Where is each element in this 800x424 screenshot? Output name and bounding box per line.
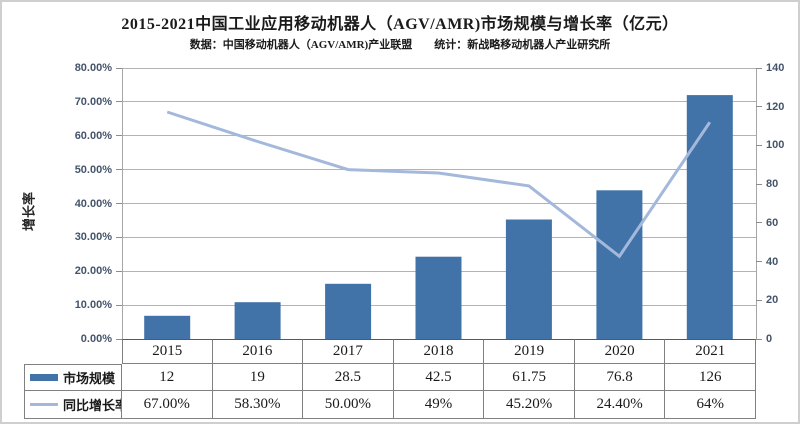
right-tick-mark [756, 338, 762, 340]
left-tick-mark [116, 169, 122, 171]
market-size-value-2019: 61.75 [484, 364, 575, 391]
right-tick-label: 80 [766, 178, 779, 191]
gridline [123, 67, 756, 69]
right-tick-label: 100 [766, 139, 785, 152]
left-tick-label: 80.00% [74, 62, 112, 74]
market-size-value-2021: 126 [665, 364, 756, 391]
left-tick-mark [116, 135, 122, 137]
right-tick-mark [756, 106, 762, 108]
growth-rate-value-2019: 45.20% [484, 391, 575, 419]
left-tick-label: 10.00% [74, 299, 112, 312]
left-tick-label: 50.00% [74, 163, 112, 176]
bar-2018 [415, 256, 462, 339]
right-tick-mark [756, 67, 762, 69]
left-axis-title: 增长率 [21, 192, 37, 232]
market-size-swatch-icon [30, 374, 58, 381]
legend-label-market-size: 市场规模 [63, 371, 116, 386]
year-label-2020: 2020 [574, 339, 666, 364]
gridline [123, 203, 756, 204]
market-size-value-2016: 19 [212, 364, 304, 391]
right-tick-mark [756, 144, 762, 146]
left-tick-mark [116, 338, 122, 340]
right-tick-label: 120 [766, 100, 785, 113]
right-tick-mark [756, 261, 762, 263]
gridline [123, 135, 756, 137]
right-tick-label: 20 [766, 294, 779, 307]
left-tick-label: 0.00% [80, 333, 112, 345]
legend-item-market-size: 市场规模 [24, 364, 122, 391]
left-tick-label: 70.00% [74, 95, 112, 108]
left-tick-label: 40.00% [74, 197, 112, 210]
year-label-2016: 2016 [212, 339, 304, 364]
growth-rate-value-2018: 49% [393, 391, 485, 419]
left-tick-label: 20.00% [74, 265, 112, 278]
growth-rate-line [166, 110, 712, 259]
chart-title: 2015-2021中国工业应用移动机器人（AGV/AMR)市场规模与增长率（亿元… [121, 16, 679, 33]
growth-rate-value-2016: 58.30% [212, 391, 304, 419]
left-tick-mark [116, 304, 122, 306]
right-tick-label: 40 [766, 255, 779, 268]
year-label-2018: 2018 [393, 339, 485, 364]
legend-label-growth-rate: 同比增长率 [63, 398, 122, 413]
left-tick-mark [116, 270, 122, 272]
bar-2019 [505, 219, 552, 339]
market-size-value-2018: 42.5 [393, 364, 485, 391]
year-label-2019: 2019 [484, 339, 575, 364]
growth-rate-value-2017: 50.00% [303, 391, 394, 419]
left-tick-mark [116, 203, 122, 204]
growth-rate-value-2020: 24.40% [574, 391, 666, 419]
market-size-value-2017: 28.5 [303, 364, 394, 391]
right-tick-mark [756, 183, 762, 185]
year-label-2015: 2015 [122, 339, 213, 364]
right-tick-label: 60 [766, 216, 779, 229]
series-layer [144, 95, 733, 339]
left-tick-mark [116, 236, 122, 238]
gridline [123, 236, 756, 238]
right-tick-label: 0 [766, 333, 773, 345]
growth-rate-value-2015: 67.00% [122, 391, 213, 419]
table-corner-blank [24, 339, 122, 364]
chart-subtitle: 数据：中国移动机器人（AGV/AMR)产业联盟 统计：新战略移动机器人产业研究所 [189, 39, 611, 51]
left-tick-mark [116, 101, 122, 103]
growth-rate-value-2021: 64% [665, 391, 756, 419]
growth-rate-swatch-icon [30, 403, 58, 406]
bar-2020 [596, 190, 643, 339]
year-label-2017: 2017 [303, 339, 394, 364]
left-tick-label: 30.00% [74, 231, 112, 244]
data-table: 2015 2016 2017 2018 2019 2020 2021 市场规模 12 19 28.5… [24, 339, 756, 419]
market-size-value-2020: 76.8 [574, 364, 666, 391]
bar-2021 [686, 95, 733, 339]
market-size-value-2015: 12 [122, 364, 213, 391]
left-tick-label: 60.00% [74, 129, 112, 142]
bar-2016 [234, 302, 281, 339]
legend-item-growth-rate: 同比增长率 [24, 391, 122, 419]
right-tick-mark [756, 222, 762, 224]
left-tick-mark [116, 67, 122, 69]
right-tick-mark [756, 299, 762, 301]
bar-2015 [144, 315, 191, 339]
year-label-2021: 2021 [665, 339, 756, 364]
gridline [123, 169, 756, 171]
bar-2017 [325, 283, 372, 339]
gridline [123, 101, 756, 103]
right-tick-label: 140 [766, 62, 785, 74]
